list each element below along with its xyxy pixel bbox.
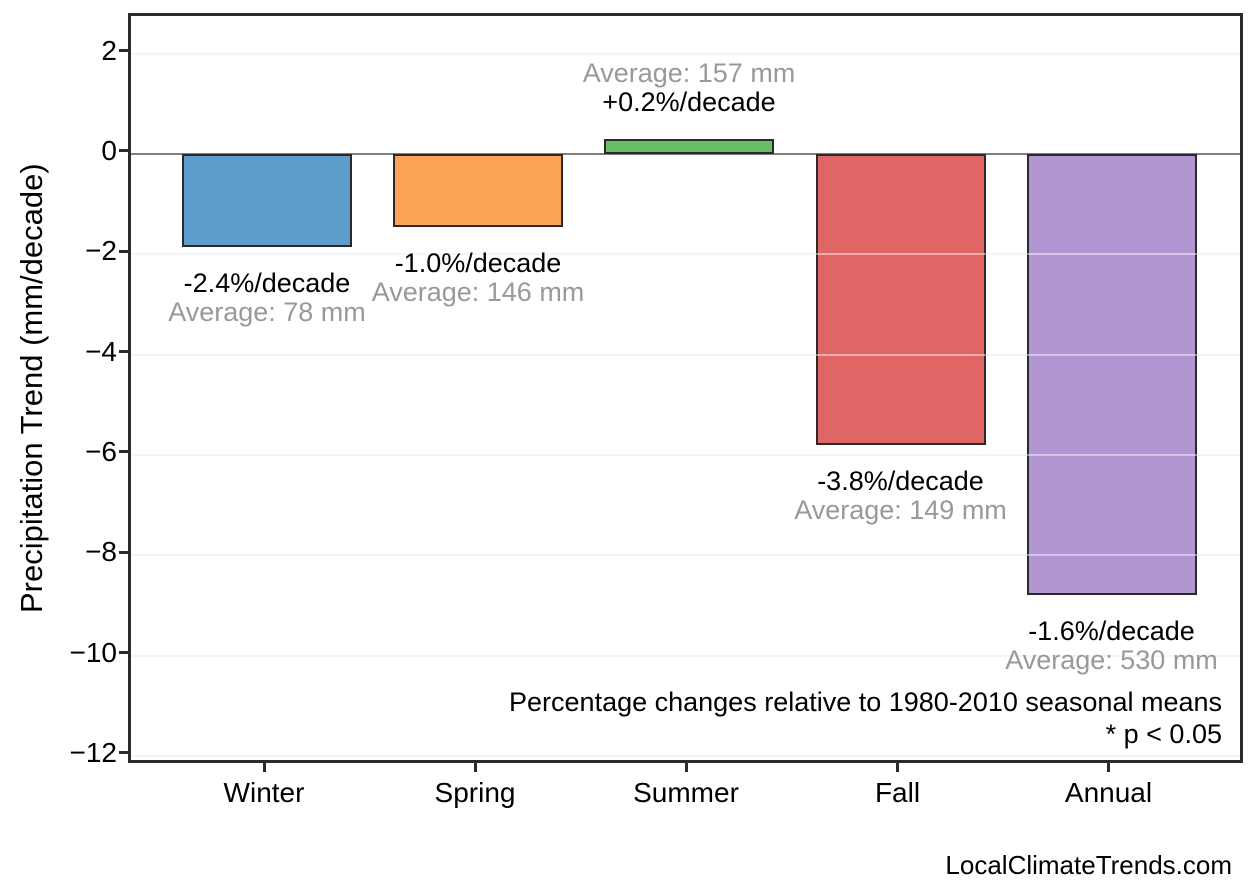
y-tick-mark (119, 450, 128, 454)
plot-area: -2.4%/decade Average: 78 mm -1.0%/decade Av… (128, 13, 1243, 763)
y-tick-mark (119, 350, 128, 354)
y-tick-label: −6 (85, 435, 117, 467)
y-tick-mark (119, 751, 128, 755)
grid-line (131, 52, 1240, 55)
average-label: Average: 78 mm (168, 296, 366, 327)
bar-fall (815, 153, 986, 445)
grid-overlay (131, 754, 1240, 757)
average-label: Average: 157 mm (582, 57, 796, 88)
annotation-winter: -2.4%/decade Average: 78 mm (168, 267, 366, 327)
grid-overlay (131, 253, 1240, 256)
watermark: LocalClimateTrends.com (945, 850, 1232, 880)
percent-label: -3.8%/decade (817, 465, 984, 496)
percent-label: -2.4%/decade (183, 267, 351, 298)
percent-label: -1.0%/decade (394, 247, 562, 278)
grid-line (131, 654, 1240, 657)
caption-line-2: * p < 0.05 (1105, 719, 1222, 749)
grid-line (131, 453, 1240, 456)
x-tick-label-annual: Annual (1064, 777, 1153, 808)
y-tick-mark (119, 49, 128, 53)
grid-overlay (131, 453, 1240, 456)
annotation-spring: -1.0%/decade Average: 146 mm (371, 247, 585, 307)
x-tick-mark (473, 763, 477, 772)
grid-line (131, 554, 1240, 557)
zero-line (131, 152, 1240, 155)
percent-label: -1.6%/decade (1028, 616, 1195, 647)
x-tick-label-fall: Fall (874, 777, 921, 808)
grid-line (131, 754, 1240, 757)
annotation-fall: -3.8%/decade Average: 149 mm (794, 465, 1007, 525)
bar-annual (1026, 153, 1197, 596)
y-tick-label: −4 (85, 335, 117, 367)
x-tick-mark (896, 763, 899, 772)
annotation-summer: Average: 157 mm +0.2%/decade (582, 57, 796, 117)
x-tick-mark (684, 763, 688, 772)
average-label: Average: 149 mm (794, 494, 1007, 525)
y-tick-mark (119, 651, 128, 655)
grid-overlay (131, 554, 1240, 557)
bar-winter (182, 153, 352, 247)
percent-label: +0.2%/decade (602, 86, 776, 117)
y-tick-label: −10 (69, 636, 118, 668)
average-label: Average: 530 mm (1005, 645, 1218, 676)
x-tick-mark (1107, 763, 1110, 772)
bar-summer (604, 138, 774, 154)
x-tick-mark (262, 763, 266, 772)
grid-overlay (131, 654, 1240, 657)
y-tick-label: −2 (85, 235, 117, 267)
y-tick-label: −12 (69, 736, 118, 768)
x-tick-label-winter: Winter (223, 777, 305, 808)
y-tick-mark (119, 149, 128, 153)
average-label: Average: 146 mm (371, 276, 585, 307)
grid-line (131, 253, 1240, 256)
caption-block: Percentage changes relative to 1980-2010… (509, 686, 1222, 750)
caption-line-1: Percentage changes relative to 1980-2010… (509, 687, 1222, 717)
y-tick-mark (119, 550, 128, 554)
annotation-annual: -1.6%/decade Average: 530 mm (1005, 617, 1218, 675)
grid-overlay (131, 353, 1240, 356)
x-tick-label-spring: Spring (434, 777, 516, 808)
grid-line (131, 353, 1240, 356)
bar-spring (393, 153, 563, 227)
y-tick-label: 2 (101, 34, 117, 66)
y-tick-label: 0 (101, 134, 117, 166)
y-tick-mark (119, 249, 128, 253)
grid-overlay (131, 52, 1240, 55)
x-tick-label-summer: Summer (633, 777, 739, 808)
y-tick-label: −8 (85, 536, 117, 568)
